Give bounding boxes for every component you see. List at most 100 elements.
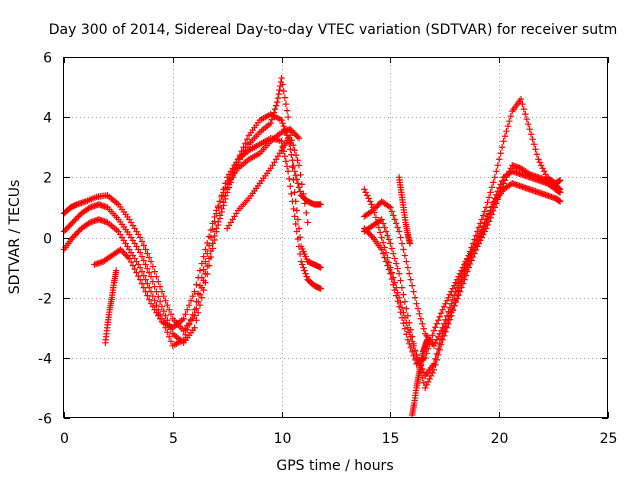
data-point	[153, 301, 160, 309]
data-point	[420, 325, 427, 332]
x-axis: 0 5 10 15 20 25	[60, 57, 617, 447]
data-point	[400, 291, 407, 298]
data-point	[303, 273, 310, 280]
data-point	[488, 184, 496, 191]
data-point	[422, 384, 429, 392]
data-point	[75, 213, 82, 220]
data-point	[436, 346, 443, 354]
data-point	[437, 335, 445, 342]
data-point	[281, 94, 289, 101]
data-point	[70, 232, 78, 240]
data-point	[443, 324, 451, 331]
data-point	[487, 189, 494, 196]
data-point	[280, 87, 287, 95]
data-point	[304, 219, 311, 226]
data-point	[394, 297, 401, 305]
data-point	[533, 151, 541, 158]
data-point	[471, 244, 478, 251]
data-point	[296, 250, 304, 258]
data-point	[165, 333, 173, 340]
data-point	[540, 168, 548, 175]
data-point	[288, 137, 295, 144]
data-point	[398, 240, 406, 247]
data-point	[525, 170, 532, 177]
grid	[64, 57, 608, 418]
data-point	[384, 232, 391, 239]
data-point	[453, 292, 461, 299]
data-point	[501, 133, 509, 140]
data-point	[385, 259, 393, 266]
data-point	[85, 205, 92, 212]
data-point	[393, 284, 400, 291]
data-point	[294, 133, 301, 140]
data-point	[75, 228, 82, 235]
data-point	[374, 202, 381, 210]
data-point	[527, 131, 535, 138]
data-point	[160, 308, 167, 315]
data-point	[394, 289, 401, 296]
data-point	[391, 255, 398, 262]
data-point	[211, 213, 218, 221]
data-point	[387, 264, 394, 271]
data-point	[413, 300, 420, 307]
data-point	[369, 204, 377, 211]
data-point	[158, 303, 166, 310]
data-point	[136, 264, 144, 271]
data-point	[484, 199, 491, 206]
data-point	[146, 254, 153, 261]
y-tick-label: 0	[43, 232, 52, 248]
data-point	[442, 300, 449, 307]
data-point	[493, 168, 500, 175]
data-point	[406, 270, 413, 277]
data-point	[182, 311, 189, 318]
data-point	[395, 294, 403, 301]
data-point	[198, 294, 206, 301]
data-point	[138, 253, 146, 260]
data-point	[140, 242, 147, 249]
data-point	[446, 316, 454, 323]
data-point	[398, 304, 406, 311]
data-point	[430, 360, 438, 368]
data-point	[482, 204, 490, 211]
data-point	[491, 174, 499, 181]
data-point	[468, 251, 475, 258]
series-track-3	[60, 135, 324, 349]
data-point	[393, 260, 400, 267]
data-point	[187, 297, 195, 304]
data-point	[300, 264, 307, 271]
data-point	[167, 338, 175, 345]
data-point	[432, 339, 439, 346]
data-point	[445, 294, 452, 301]
data-point	[295, 243, 303, 250]
data-point	[532, 146, 539, 153]
data-point	[432, 355, 439, 363]
data-point	[149, 263, 157, 270]
data-point	[426, 375, 433, 383]
data-point	[147, 273, 155, 280]
data-point	[433, 320, 441, 327]
data-point	[475, 233, 483, 241]
data-point	[403, 305, 410, 312]
data-point	[400, 309, 407, 316]
data-point	[290, 129, 297, 136]
data-point	[429, 332, 436, 339]
data-point	[282, 100, 290, 108]
data-point	[291, 147, 298, 154]
data-point	[432, 361, 439, 369]
y-tick-label: -4	[38, 352, 52, 368]
data-point	[297, 258, 305, 265]
data-point	[158, 288, 166, 295]
data-point	[317, 264, 324, 271]
data-point	[283, 107, 291, 114]
x-tick-label: 10	[274, 431, 292, 447]
y-tick-label: 2	[43, 171, 52, 187]
data-point	[127, 258, 135, 266]
data-point	[481, 228, 488, 235]
data-point	[440, 303, 448, 310]
data-point	[556, 177, 564, 184]
data-point	[481, 219, 488, 227]
data-point	[440, 332, 448, 339]
series-track-5	[224, 132, 311, 232]
data-point	[300, 190, 307, 198]
data-point	[200, 266, 207, 273]
